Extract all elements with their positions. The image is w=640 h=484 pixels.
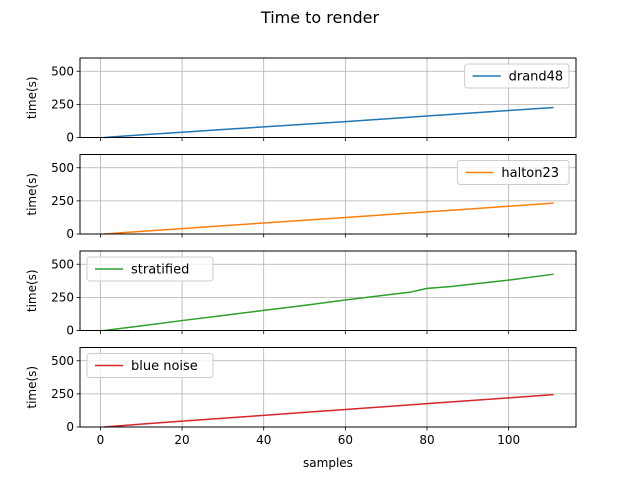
subplot-1: 0 250 500 time(s) drand48 <box>25 57 577 145</box>
y-tick-label: 250 <box>51 387 74 401</box>
y-tick-label: 250 <box>51 194 74 208</box>
plot-frame <box>79 347 577 428</box>
y-tick-label: 500 <box>51 354 74 368</box>
x-tick-label: 100 <box>497 433 520 447</box>
subplot-2: 0 250 500 time(s) halton23 <box>25 154 577 241</box>
legend: drand48 <box>464 63 570 89</box>
y-axis-label: time(s) <box>25 366 39 409</box>
subplot-3: 0 250 500 time(s) stratified <box>25 250 577 338</box>
series-line-drand48 <box>104 106 554 139</box>
legend-label: drand48 <box>509 70 564 85</box>
subplot-4: 0 250 500 0 20 40 60 80 100 time(s) samples blue no… <box>25 347 577 470</box>
y-axis-label: time(s) <box>25 173 39 216</box>
legend-label: stratified <box>131 263 189 278</box>
x-tick-label: 20 <box>174 433 189 447</box>
plot-frame <box>79 154 577 235</box>
legend-box <box>86 353 214 378</box>
y-tick-label: 250 <box>51 290 74 304</box>
x-tick-label: 40 <box>256 433 271 447</box>
legend-label: blue noise <box>131 359 198 374</box>
legend: blue noise <box>86 353 214 378</box>
x-tick-label: 0 <box>97 433 105 447</box>
legend-label: halton23 <box>501 166 559 181</box>
plot-frame <box>79 57 577 138</box>
figure-title: Time to render <box>260 8 380 27</box>
y-tick-label: 500 <box>51 161 74 175</box>
series-line-blue-noise <box>104 393 554 428</box>
y-tick-label: 0 <box>66 324 74 338</box>
legend-box <box>456 160 570 185</box>
series-line-stratified <box>104 273 554 332</box>
x-tick-label: 60 <box>338 433 353 447</box>
series-line-halton23 <box>104 202 554 235</box>
x-tick-label: 80 <box>419 433 434 447</box>
y-tick-label: 250 <box>51 97 74 111</box>
legend: halton23 <box>456 160 570 185</box>
y-axis-label: time(s) <box>25 269 39 312</box>
x-axis-label: samples <box>303 456 353 470</box>
y-axis-label: time(s) <box>25 76 39 119</box>
legend-box <box>86 256 214 282</box>
y-tick-label: 0 <box>66 131 74 145</box>
plot-frame <box>79 250 577 331</box>
legend-box <box>464 63 570 89</box>
y-tick-label: 500 <box>51 257 74 271</box>
y-tick-label: 0 <box>66 420 74 434</box>
y-tick-label: 0 <box>66 227 74 241</box>
y-tick-label: 500 <box>51 64 74 78</box>
legend: stratified <box>86 256 214 282</box>
